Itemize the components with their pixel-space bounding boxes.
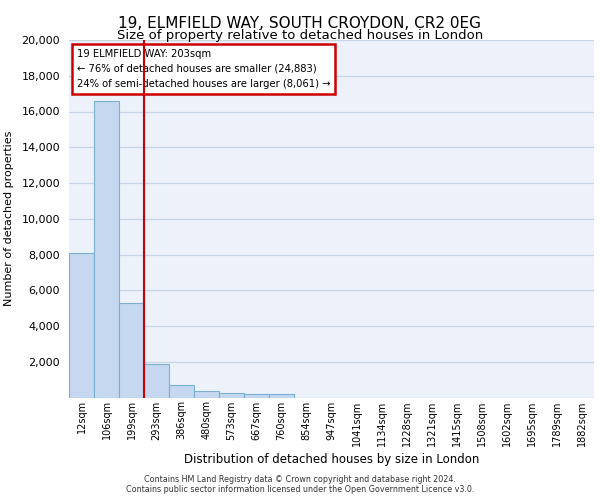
Bar	[244, 394, 269, 398]
Bar	[169, 385, 194, 398]
Text: 19, ELMFIELD WAY, SOUTH CROYDON, CR2 0EG: 19, ELMFIELD WAY, SOUTH CROYDON, CR2 0EG	[119, 16, 482, 32]
Bar	[94, 101, 119, 398]
Bar	[194, 391, 219, 398]
X-axis label: Distribution of detached houses by size in London: Distribution of detached houses by size …	[184, 452, 479, 466]
Bar	[144, 364, 169, 398]
Bar	[269, 394, 294, 398]
Text: 19 ELMFIELD WAY: 203sqm
← 76% of detached houses are smaller (24,883)
24% of sem: 19 ELMFIELD WAY: 203sqm ← 76% of detache…	[77, 49, 331, 88]
Text: Size of property relative to detached houses in London: Size of property relative to detached ho…	[117, 29, 483, 42]
Bar	[119, 303, 144, 398]
Text: Contains HM Land Registry data © Crown copyright and database right 2024.
Contai: Contains HM Land Registry data © Crown c…	[126, 474, 474, 494]
Bar	[219, 392, 244, 398]
Bar	[69, 252, 94, 398]
Y-axis label: Number of detached properties: Number of detached properties	[4, 131, 14, 306]
